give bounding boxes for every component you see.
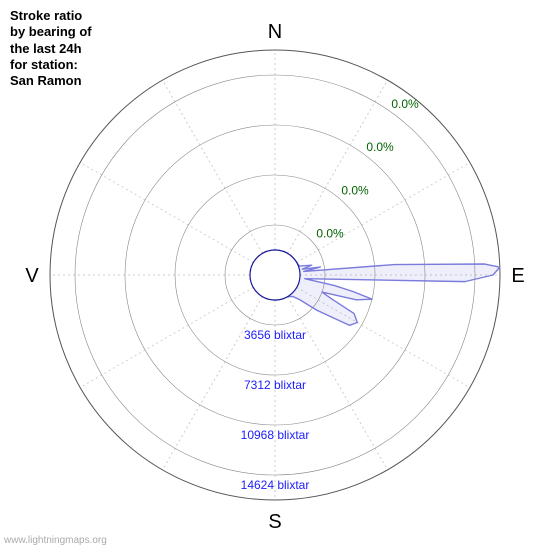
- cardinal-s: S: [268, 511, 281, 533]
- ring-label-bottom: 10968 blixtar: [241, 428, 310, 442]
- spoke: [163, 80, 263, 253]
- ring-label-top: 0.0%: [366, 140, 394, 154]
- ring-label-bottom: 3656 blixtar: [244, 328, 306, 342]
- spoke: [80, 163, 253, 263]
- inner-ring: [250, 250, 300, 300]
- spoke: [80, 288, 253, 388]
- spoke: [297, 163, 470, 263]
- cardinal-w: V: [25, 265, 39, 287]
- ring-label-bottom: 7312 blixtar: [244, 378, 306, 392]
- ring-label-top: 0.0%: [341, 183, 369, 197]
- cardinal-n: N: [268, 21, 282, 43]
- watermark: www.lightningmaps.org: [4, 535, 107, 546]
- cardinal-e: E: [511, 265, 524, 287]
- polar-chart: 0.0% 0.0% 0.0% 0.0% 3656 blixtar 7312 blixtar…: [0, 0, 550, 550]
- ring-label-top: 0.0%: [316, 227, 344, 241]
- ring-label-bottom: 14624 blixtar: [241, 478, 310, 492]
- ring-label-top: 0.0%: [391, 97, 419, 111]
